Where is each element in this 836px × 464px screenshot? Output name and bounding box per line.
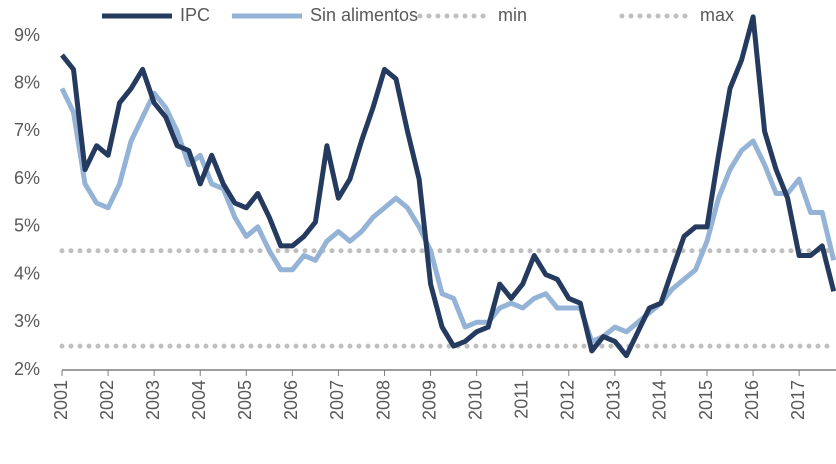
x-tick-label: 2015 <box>696 380 716 420</box>
y-tick-label: 7% <box>14 120 40 140</box>
x-tick-label: 2006 <box>281 380 301 420</box>
legend-label: IPC <box>180 5 210 25</box>
y-tick-label: 3% <box>14 311 40 331</box>
x-tick-label: 2017 <box>788 380 808 420</box>
x-tick-label: 2005 <box>235 380 255 420</box>
x-tick-label: 2011 <box>511 380 531 419</box>
series-line <box>60 14 836 359</box>
x-tick-label: 2008 <box>373 380 393 420</box>
x-tick-label: 2014 <box>650 380 670 420</box>
legend-label: min <box>498 5 527 25</box>
series-line <box>59 87 836 344</box>
y-tick-label: 5% <box>14 216 40 236</box>
x-tick-label: 2003 <box>143 380 163 420</box>
y-tick-label: 2% <box>14 359 40 379</box>
x-tick-label: 2007 <box>327 380 347 420</box>
x-tick-label: 2010 <box>465 380 485 420</box>
x-tick-label: 2009 <box>419 380 439 420</box>
x-tick-label: 2013 <box>604 380 624 420</box>
x-tick-label: 2001 <box>51 380 71 420</box>
legend-label: max <box>700 5 734 25</box>
y-tick-label: 6% <box>14 168 40 188</box>
y-tick-label: 4% <box>14 263 40 283</box>
y-tick-label: 9% <box>14 25 40 45</box>
y-tick-label: 8% <box>14 72 40 92</box>
x-tick-label: 2016 <box>742 380 762 420</box>
legend-label: Sin alimentos <box>310 5 418 25</box>
x-tick-label: 2004 <box>189 380 209 420</box>
x-tick-label: 2012 <box>558 380 578 420</box>
x-tick-label: 2002 <box>97 380 117 420</box>
